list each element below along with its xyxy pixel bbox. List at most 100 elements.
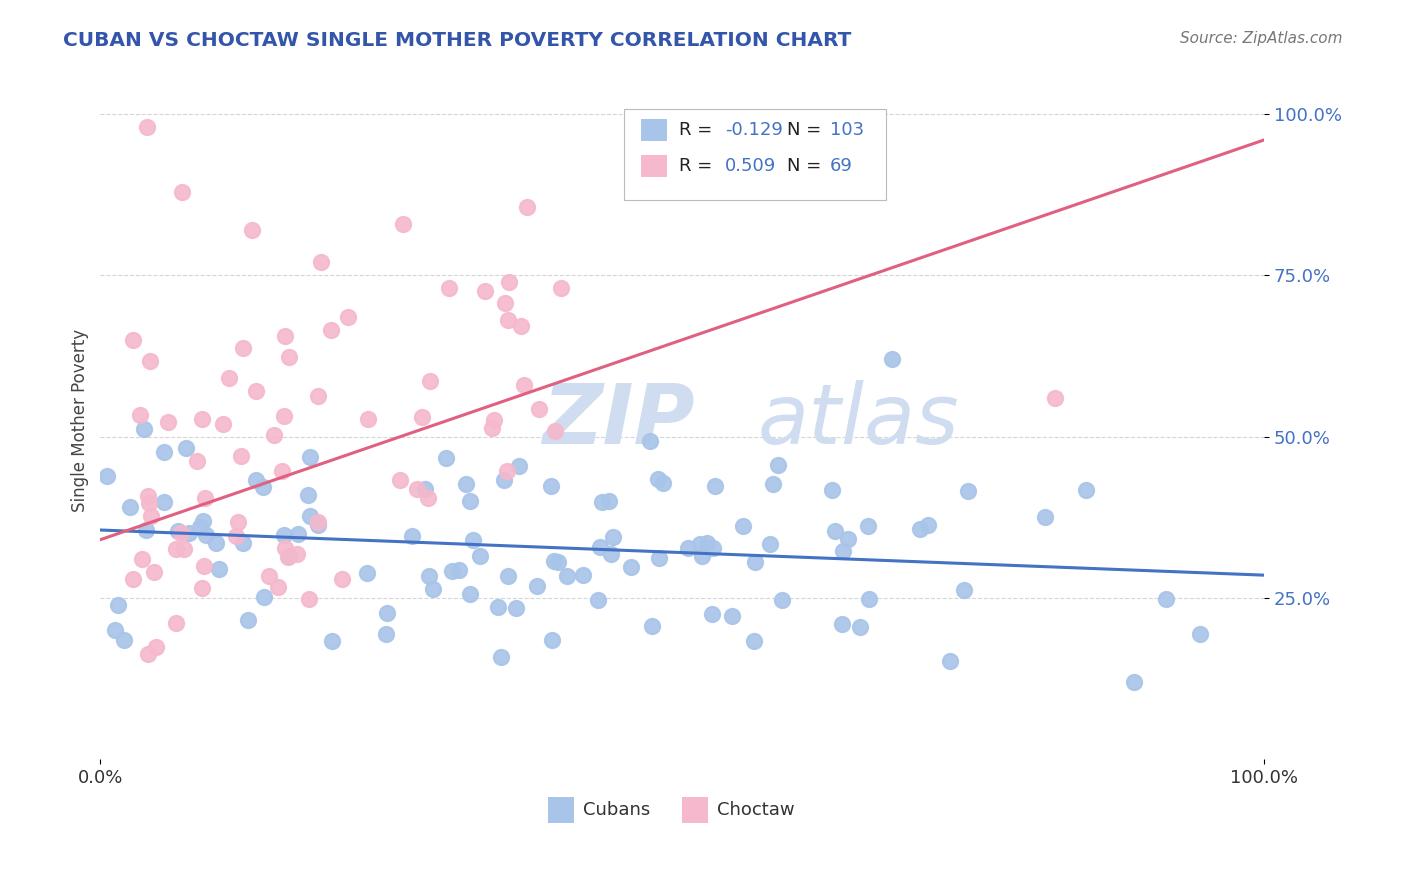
Point <box>526 578 548 592</box>
Point <box>470 549 492 563</box>
Text: 69: 69 <box>830 157 853 175</box>
Point <box>550 281 572 295</box>
Point <box>461 533 484 547</box>
Point <box>678 541 700 555</box>
Text: R =: R = <box>679 157 717 175</box>
Point <box>418 491 440 506</box>
Point <box>454 477 477 491</box>
Point <box>498 275 520 289</box>
Point <box>547 555 569 569</box>
Point <box>529 401 551 416</box>
Point <box>880 352 903 367</box>
Point <box>592 495 614 509</box>
Point <box>157 415 180 429</box>
Point <box>586 592 609 607</box>
Point <box>204 535 226 549</box>
Point <box>307 389 329 403</box>
Text: ZIP: ZIP <box>543 380 695 461</box>
Point <box>486 599 509 614</box>
Point <box>194 491 217 505</box>
Point <box>173 541 195 556</box>
Point <box>112 633 135 648</box>
Point <box>138 496 160 510</box>
Text: N =: N = <box>787 121 827 139</box>
Point <box>136 489 159 503</box>
Point <box>541 633 564 648</box>
Point <box>145 640 167 655</box>
Point <box>374 627 396 641</box>
Point <box>600 547 623 561</box>
Point <box>543 554 565 568</box>
Point <box>122 333 145 347</box>
Point <box>131 551 153 566</box>
Point <box>957 483 980 498</box>
Point <box>211 417 233 431</box>
Point <box>232 536 254 550</box>
Point <box>298 509 321 524</box>
Point <box>484 413 506 427</box>
Point <box>702 541 724 556</box>
Point <box>257 568 280 582</box>
Point <box>758 537 780 551</box>
Point <box>696 536 718 550</box>
Point <box>277 549 299 564</box>
Point <box>190 412 212 426</box>
Point <box>253 591 276 605</box>
Point <box>186 453 208 467</box>
Point <box>648 551 671 566</box>
Point <box>652 476 675 491</box>
Point <box>356 566 378 580</box>
Point <box>238 613 260 627</box>
Text: R =: R = <box>679 121 717 139</box>
Point <box>496 313 519 327</box>
Point <box>489 649 512 664</box>
Point <box>118 500 141 515</box>
Text: -0.129: -0.129 <box>725 121 783 139</box>
Text: atlas: atlas <box>758 380 959 461</box>
Point <box>458 494 481 508</box>
Point <box>1188 627 1211 641</box>
Point <box>169 526 191 541</box>
Point <box>419 374 441 388</box>
Point <box>638 434 661 449</box>
Point <box>1123 675 1146 690</box>
Point <box>849 620 872 634</box>
Point <box>195 528 218 542</box>
Point <box>336 310 359 324</box>
Point <box>319 323 342 337</box>
Point <box>821 483 844 497</box>
Point <box>858 519 880 533</box>
Point <box>647 472 669 486</box>
Point <box>418 569 440 583</box>
Point <box>136 647 159 661</box>
Text: 103: 103 <box>830 121 865 139</box>
Point <box>188 520 211 534</box>
Point <box>766 458 789 472</box>
Point <box>411 410 433 425</box>
Point <box>273 528 295 542</box>
Point <box>245 384 267 399</box>
Point <box>733 519 755 533</box>
Point <box>240 223 263 237</box>
Point <box>1074 483 1097 497</box>
Point <box>122 572 145 586</box>
Point <box>107 599 129 613</box>
Point <box>392 217 415 231</box>
Point <box>917 518 939 533</box>
Point <box>129 409 152 423</box>
Bar <box>641 155 666 177</box>
Point <box>218 371 240 385</box>
Point <box>908 522 931 536</box>
Bar <box>548 797 574 822</box>
Point <box>510 319 533 334</box>
Point <box>193 514 215 528</box>
Point <box>1154 591 1177 606</box>
Point <box>762 477 785 491</box>
Point <box>277 350 299 364</box>
Point <box>703 479 725 493</box>
Point <box>193 559 215 574</box>
Point <box>273 409 295 423</box>
Point <box>307 517 329 532</box>
Point <box>165 615 187 630</box>
Point <box>401 529 423 543</box>
